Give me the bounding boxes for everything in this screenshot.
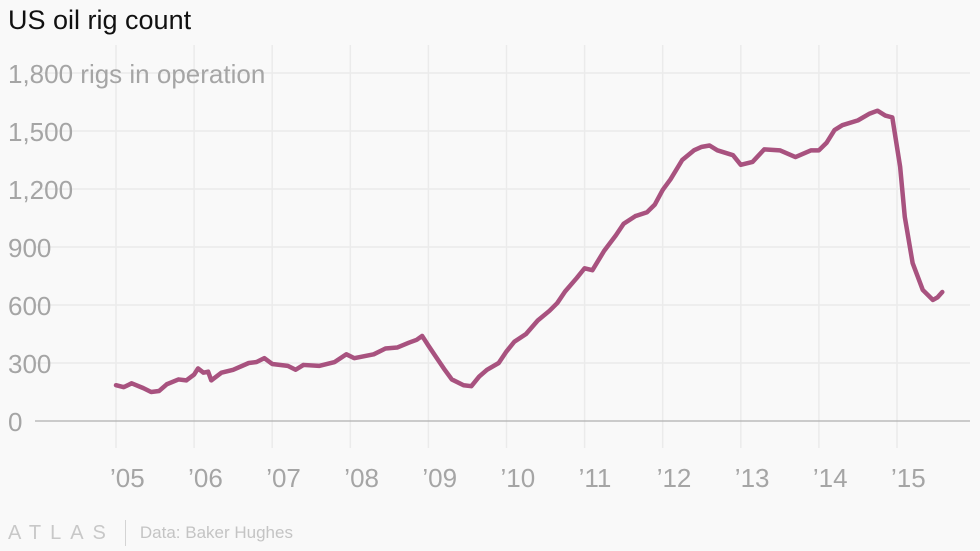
x-tick-label: ’06 [188,463,223,493]
chart-title: US oil rig count [8,5,192,35]
y-tick-label: 1,500 [8,117,73,147]
x-tick-label: ’07 [266,463,301,493]
data-source: Data: Baker Hughes [139,523,293,542]
y-tick-label: 1,800 rigs in operation [8,59,265,89]
x-tick-label: ’08 [344,463,379,493]
x-tick-label: ’11 [579,463,612,493]
x-tick-label: ’14 [813,463,848,493]
x-tick-label: ’10 [501,463,536,493]
y-tick-label: 300 [8,349,51,379]
x-tick-label: ’13 [735,463,770,493]
x-tick-label: ’15 [891,463,926,493]
y-tick-label: 0 [8,407,22,437]
x-tick-label: ’12 [657,463,692,493]
y-tick-label: 900 [8,233,51,263]
x-tick-label: ’05 [110,463,145,493]
y-tick-label: 1,200 [8,175,73,205]
footer: ATLAS Data: Baker Hughes [8,520,293,546]
y-tick-label: 600 [8,291,51,321]
footer-divider [124,520,126,546]
x-tick-label: ’09 [422,463,457,493]
atlas-logo: ATLAS [8,521,115,544]
series-line [113,108,945,395]
